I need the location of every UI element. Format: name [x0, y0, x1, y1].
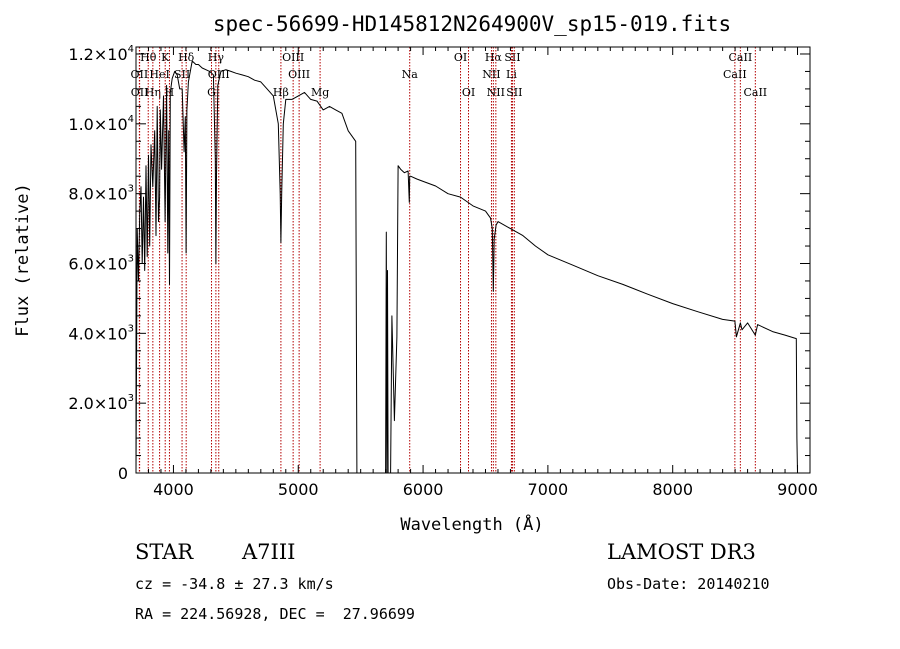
emission-line-label: K [161, 51, 170, 64]
spectrum-line [135, 60, 798, 474]
y-axis-label: Flux (relative) [13, 183, 33, 337]
emission-line-label: NII [482, 68, 500, 81]
y-tick-label: 6.0×103 [68, 253, 134, 273]
chart-title: spec-56699-HD145812N264900V_sp15-019.fit… [213, 12, 731, 36]
emission-line-label: CaII [729, 51, 753, 64]
x-tick-label: 4000 [153, 480, 194, 499]
emission-line-label: CaII [743, 86, 767, 99]
emission-line-label: Hγ [208, 51, 225, 64]
emission-line-label: OI [454, 51, 467, 64]
emission-line-label: SII [506, 86, 522, 99]
obs-date: Obs-Date: 20140210 [607, 575, 770, 593]
y-tick-label: 2.0×103 [68, 393, 134, 413]
y-tick-label: 8.0×103 [68, 184, 134, 204]
object-class: STAR [135, 540, 194, 564]
x-axis-label: Wavelength (Å) [400, 513, 543, 535]
emission-line-label: NII [487, 86, 505, 99]
emission-line-label: Hβ [273, 86, 289, 99]
y-tick-label: 1.0×104 [68, 114, 134, 134]
y-axis-ticks: 0 2.0×103 4.0×103 6.0×103 8.0×103 1.0×104 1.2×… [68, 44, 810, 483]
x-tick-label: 7000 [528, 480, 569, 499]
y-tick-label: 4.0×103 [68, 323, 134, 343]
emission-line-label: CaII [723, 68, 747, 81]
coordinates: RA = 224.56928, DEC = 27.96699 [135, 605, 415, 623]
emission-line-label: Na [402, 68, 419, 81]
x-tick-label: 9000 [777, 480, 818, 499]
emission-line-label: H [165, 86, 175, 99]
x-tick-label: 5000 [278, 480, 319, 499]
emission-line-label: OIII [288, 68, 310, 81]
spectral-subclass: A7III [241, 540, 295, 564]
emission-line-label: SII [504, 51, 520, 64]
plot-frame [135, 46, 811, 474]
emission-line-label: OI [462, 86, 475, 99]
survey-name: LAMOST DR3 [607, 540, 756, 564]
y-tick-label: 1.2×104 [68, 44, 134, 64]
emission-line-label: OIII [282, 51, 304, 64]
emission-line-label: Hδ [178, 51, 195, 64]
emission-line-label: Hα [485, 51, 503, 64]
redshift-text: cz = -34.8 ± 27.3 km/s [135, 575, 334, 593]
emission-line-label: Hθ [140, 51, 157, 64]
x-axis-ticks: 4000 5000 6000 7000 8000 9000 [135, 47, 818, 499]
x-tick-label: 6000 [403, 480, 444, 499]
emission-line-label: Hη [145, 86, 161, 99]
emission-line-label: Mg [311, 86, 329, 99]
emission-line-label: HeI [149, 68, 169, 81]
emission-line-label: OII [131, 86, 149, 99]
emission-line-label: G [207, 86, 216, 99]
y-tick-label: 0 [118, 464, 128, 483]
x-tick-label: 8000 [652, 480, 693, 499]
emission-line-label: Li [506, 68, 517, 81]
